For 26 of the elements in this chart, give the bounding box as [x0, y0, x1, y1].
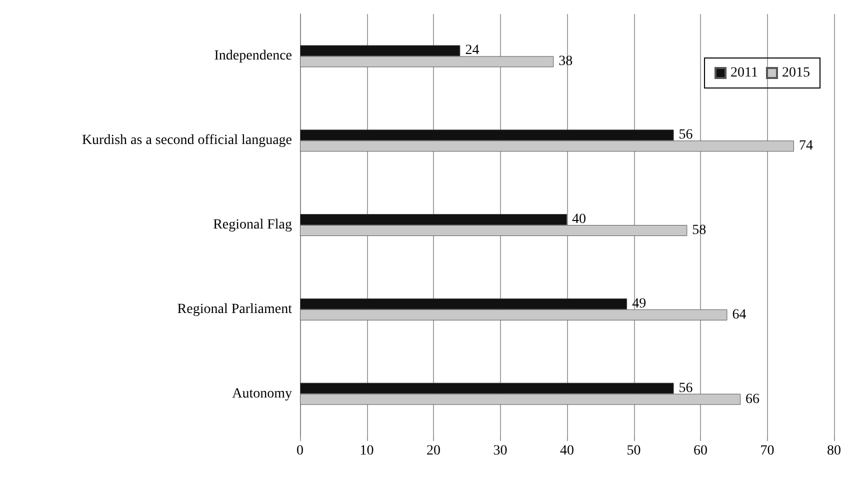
x-tick-label: 30: [493, 444, 508, 458]
x-tick-label: 80: [827, 444, 841, 458]
y-tick-label: Independence: [214, 48, 292, 64]
data-label: 74: [798, 138, 813, 154]
data-label: 40: [572, 212, 586, 227]
y-tick-label: Regional Flag: [213, 218, 292, 232]
data-label: 64: [732, 307, 746, 322]
x-tick-label: 70: [760, 444, 774, 458]
legend-label: 2011: [730, 66, 758, 80]
data-label: 58: [692, 223, 706, 238]
x-tick-label: 0: [296, 444, 304, 458]
data-label: 38: [558, 54, 573, 70]
x-tick-label: 60: [694, 444, 708, 458]
x-tick-label: 40: [560, 444, 574, 458]
x-tick-label: 10: [360, 444, 374, 458]
data-label: 24: [465, 43, 480, 58]
y-tick-label: Autonomy: [232, 386, 292, 402]
y-tick-label: Regional Parliament: [177, 302, 292, 317]
data-label: 66: [746, 392, 760, 407]
data-label: 56: [678, 380, 693, 396]
data-label: 49: [632, 296, 646, 312]
y-tick-label: Kurdish as a second official language: [82, 133, 292, 148]
data-label: 56: [678, 128, 693, 143]
legend-label: 2015: [782, 66, 810, 80]
x-tick-label: 50: [626, 444, 641, 458]
x-tick-label: 20: [426, 444, 440, 458]
